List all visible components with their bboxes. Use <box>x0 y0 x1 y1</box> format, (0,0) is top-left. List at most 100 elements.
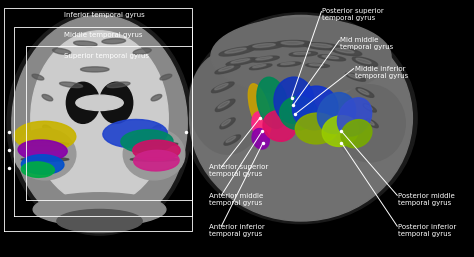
Ellipse shape <box>222 119 230 126</box>
Ellipse shape <box>53 48 71 54</box>
Ellipse shape <box>220 118 235 129</box>
Ellipse shape <box>21 155 64 174</box>
Ellipse shape <box>190 51 265 154</box>
Text: Posterior superior
temporal gyrus: Posterior superior temporal gyrus <box>322 8 384 21</box>
Ellipse shape <box>215 84 228 90</box>
Ellipse shape <box>275 40 313 47</box>
Text: Middle inferior
temporal gyrus: Middle inferior temporal gyrus <box>355 66 408 79</box>
Ellipse shape <box>309 64 323 66</box>
Text: Anterior inferior
temporal gyrus: Anterior inferior temporal gyrus <box>209 224 264 237</box>
Ellipse shape <box>160 74 172 80</box>
Ellipse shape <box>21 162 55 177</box>
Ellipse shape <box>7 12 192 235</box>
Text: Inferior temporal gyrus: Inferior temporal gyrus <box>64 12 145 17</box>
Ellipse shape <box>252 128 269 149</box>
Ellipse shape <box>346 73 365 81</box>
Ellipse shape <box>133 48 151 54</box>
Ellipse shape <box>249 64 272 70</box>
Ellipse shape <box>281 62 295 65</box>
Ellipse shape <box>107 82 130 88</box>
Ellipse shape <box>318 93 356 134</box>
Ellipse shape <box>310 44 332 47</box>
Text: Anterior superior
temporal gyrus: Anterior superior temporal gyrus <box>209 164 268 178</box>
Ellipse shape <box>330 47 362 56</box>
Ellipse shape <box>225 48 246 53</box>
Ellipse shape <box>322 56 338 59</box>
Ellipse shape <box>366 119 378 128</box>
Ellipse shape <box>256 57 272 60</box>
Ellipse shape <box>219 47 255 56</box>
Ellipse shape <box>280 96 318 130</box>
Ellipse shape <box>32 74 44 80</box>
Ellipse shape <box>73 41 97 47</box>
Ellipse shape <box>253 44 275 47</box>
Ellipse shape <box>43 125 52 132</box>
Ellipse shape <box>292 86 338 130</box>
Text: Mid middle
temporal gyrus: Mid middle temporal gyrus <box>340 37 393 50</box>
Ellipse shape <box>215 65 240 74</box>
Ellipse shape <box>257 77 288 128</box>
Ellipse shape <box>130 142 178 146</box>
Ellipse shape <box>304 43 341 50</box>
Ellipse shape <box>252 56 279 62</box>
Ellipse shape <box>252 112 270 140</box>
Ellipse shape <box>322 116 358 146</box>
Ellipse shape <box>12 15 187 231</box>
Ellipse shape <box>334 85 405 162</box>
Ellipse shape <box>274 77 314 123</box>
Ellipse shape <box>121 130 173 153</box>
Ellipse shape <box>335 48 354 53</box>
Text: Posterior middle
temporal gyrus: Posterior middle temporal gyrus <box>398 193 455 206</box>
Ellipse shape <box>31 31 168 206</box>
Ellipse shape <box>60 82 82 88</box>
Text: Middle temporal gyrus: Middle temporal gyrus <box>64 32 143 38</box>
Ellipse shape <box>100 82 133 123</box>
Text: Posterior inferior
temporal gyrus: Posterior inferior temporal gyrus <box>398 224 456 237</box>
Ellipse shape <box>81 67 109 72</box>
Ellipse shape <box>190 15 412 221</box>
Ellipse shape <box>367 120 374 125</box>
Ellipse shape <box>211 82 234 93</box>
Ellipse shape <box>14 121 76 151</box>
Ellipse shape <box>281 41 304 44</box>
Ellipse shape <box>306 63 329 68</box>
Ellipse shape <box>318 55 346 61</box>
Ellipse shape <box>152 125 161 132</box>
Ellipse shape <box>248 84 271 135</box>
Ellipse shape <box>277 62 301 67</box>
Text: Anterior middle
temporal gyrus: Anterior middle temporal gyrus <box>209 193 263 206</box>
Ellipse shape <box>293 52 310 54</box>
Ellipse shape <box>352 57 378 66</box>
Ellipse shape <box>42 95 53 101</box>
Text: Superior temporal gyrus: Superior temporal gyrus <box>64 53 149 59</box>
Ellipse shape <box>365 105 372 110</box>
Ellipse shape <box>363 104 376 112</box>
Ellipse shape <box>21 142 69 146</box>
Ellipse shape <box>356 58 371 64</box>
Ellipse shape <box>134 150 179 171</box>
Ellipse shape <box>57 209 142 233</box>
Ellipse shape <box>358 89 369 95</box>
Ellipse shape <box>253 65 266 68</box>
Ellipse shape <box>218 101 229 108</box>
Ellipse shape <box>33 193 166 226</box>
Ellipse shape <box>133 140 180 161</box>
Ellipse shape <box>76 95 123 111</box>
Ellipse shape <box>231 59 250 63</box>
Ellipse shape <box>247 43 284 50</box>
Ellipse shape <box>14 128 76 180</box>
Ellipse shape <box>21 157 69 161</box>
Ellipse shape <box>226 136 236 142</box>
Ellipse shape <box>356 88 374 97</box>
Ellipse shape <box>337 98 372 136</box>
Ellipse shape <box>215 99 235 112</box>
Ellipse shape <box>348 74 360 79</box>
Ellipse shape <box>211 18 391 95</box>
Ellipse shape <box>102 39 126 44</box>
Ellipse shape <box>226 58 257 66</box>
Ellipse shape <box>103 120 167 148</box>
Ellipse shape <box>66 82 100 123</box>
Ellipse shape <box>185 13 417 224</box>
Ellipse shape <box>341 120 372 148</box>
Ellipse shape <box>151 95 162 101</box>
